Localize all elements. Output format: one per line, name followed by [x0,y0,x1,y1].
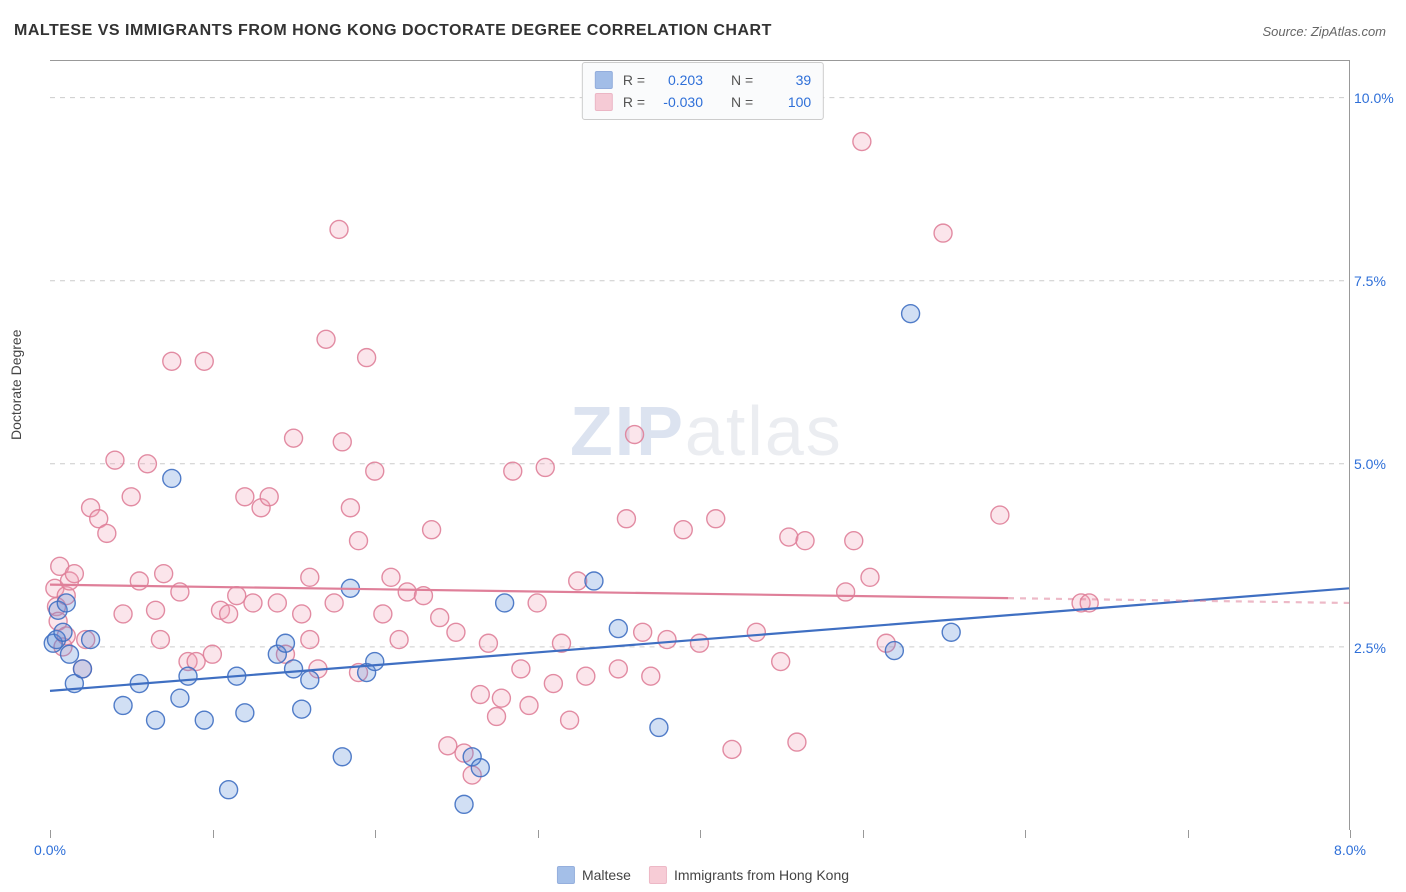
legend-item-hk: Immigrants from Hong Kong [649,866,849,884]
series-legend: Maltese Immigrants from Hong Kong [557,866,849,884]
n-label: N = [731,94,753,110]
n-label: N = [731,72,753,88]
y-axis-label: Doctorate Degree [8,329,24,440]
y-tick-label: 2.5% [1354,640,1399,656]
r-value-maltese: 0.203 [655,72,703,88]
chart-svg [50,61,1349,830]
legend-label-maltese: Maltese [582,867,631,883]
y-tick-label: 7.5% [1354,273,1399,289]
legend-item-maltese: Maltese [557,866,631,884]
r-label: R = [623,94,645,110]
n-value-hk: 100 [763,94,811,110]
swatch-hk [649,866,667,884]
swatch-maltese [595,71,613,89]
plot-area: ZIPatlas 2.5%5.0%7.5%10.0% 0.0%8.0% [50,60,1350,830]
source-attribution: Source: ZipAtlas.com [1262,24,1386,39]
chart-title: MALTESE VS IMMIGRANTS FROM HONG KONG DOC… [14,22,772,40]
r-label: R = [623,72,645,88]
swatch-maltese [557,866,575,884]
r-value-hk: -0.030 [655,94,703,110]
correlation-legend: R = 0.203 N = 39 R = -0.030 N = 100 [582,62,824,120]
x-tick-label: 0.0% [34,842,66,858]
n-value-maltese: 39 [763,72,811,88]
y-tick-label: 5.0% [1354,456,1399,472]
y-tick-label: 10.0% [1354,90,1399,106]
swatch-hk [595,93,613,111]
x-tick-label: 8.0% [1334,842,1366,858]
legend-label-hk: Immigrants from Hong Kong [674,867,849,883]
legend-row-maltese: R = 0.203 N = 39 [595,69,811,91]
legend-row-hk: R = -0.030 N = 100 [595,91,811,113]
